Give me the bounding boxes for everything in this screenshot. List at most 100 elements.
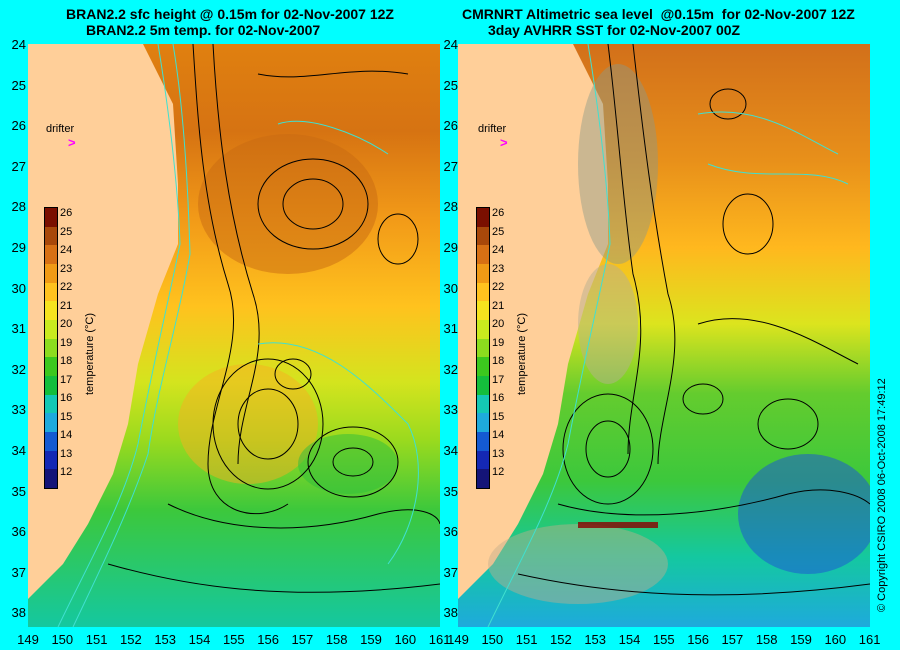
right-drifter-marker: > [500, 135, 508, 150]
right-colorbar-tick: 16 [492, 392, 505, 404]
right-x-tick-label: 159 [790, 632, 812, 647]
colorbar-swatch [477, 413, 489, 432]
left-x-tick-label: 158 [325, 632, 348, 647]
colorbar-swatch [477, 208, 489, 227]
left-y-tick-label: 30 [11, 280, 26, 296]
left-x-tick-label: 161 [428, 632, 451, 647]
colorbar-swatch [45, 375, 57, 395]
right-x-tick-label: 157 [721, 632, 744, 647]
colorbar-swatch [45, 226, 57, 246]
right-colorbar-tick: 21 [492, 299, 505, 312]
right-colorbar-tick: 19 [492, 336, 505, 349]
left-x-tick-label: 153 [154, 632, 177, 647]
colorbar-swatch [45, 263, 57, 283]
right-x-tick-label: 149 [447, 632, 469, 647]
mid-y-tick-label: 33 [443, 402, 458, 418]
left-colorbar-tick: 26 [60, 207, 73, 219]
left-y-tick-label: 34 [11, 443, 26, 458]
colorbar-swatch [477, 282, 489, 302]
left-colorbar-tick: 17 [60, 373, 73, 386]
right-x-tick-label: 154 [618, 632, 641, 647]
left-colorbar-tick: 22 [60, 281, 73, 293]
colorbar-swatch [477, 245, 489, 264]
left-colorbar-tick: 20 [60, 318, 73, 330]
colorbar-swatch [477, 450, 489, 470]
left-colorbar-tick: 18 [60, 355, 73, 367]
left-y-tick-label: 32 [11, 361, 26, 377]
left-y-tick-label: 31 [11, 321, 26, 337]
left-colorbar [44, 207, 58, 489]
left-x-tick-label: 157 [291, 632, 314, 647]
right-x-tick-label: 153 [584, 632, 607, 647]
right-drifter-label: drifter [478, 123, 507, 135]
mid-y-tick-label: 38 [443, 605, 458, 621]
left-colorbar-title: temperature (°C) [84, 312, 96, 395]
left-colorbar-tick: 16 [60, 392, 73, 404]
left-y-tick-label: 28 [11, 199, 26, 215]
left-drifter-label: drifter [46, 123, 75, 135]
left-x-tick-label: 150 [51, 632, 74, 647]
right-colorbar-tick: 18 [492, 355, 505, 367]
colorbar-swatch [477, 263, 489, 283]
left-y-tick-label: 33 [11, 402, 26, 418]
colorbar-swatch [477, 431, 489, 451]
mid-y-tick-label: 29 [443, 240, 458, 255]
copyright-text: © Copyright CSIRO 2008 06-Oct-2008 17:49… [876, 378, 888, 612]
colorbar-swatch [45, 208, 57, 227]
colorbar-swatch [477, 357, 489, 376]
right-x-tick-label: 150 [481, 632, 504, 647]
right-colorbar-tick: 26 [492, 207, 505, 219]
left-title-line2: BRAN2.2 5m temp. for 02-Nov-2007 [86, 22, 321, 38]
mid-y-tick-label: 34 [443, 443, 458, 458]
left-colorbar-tick: 19 [60, 336, 73, 349]
right-colorbar-tick: 24 [492, 244, 505, 256]
right-colorbar-tick: 13 [492, 447, 505, 460]
left-map-panel [28, 44, 440, 627]
left-colorbar-tick: 13 [60, 447, 73, 460]
right-colorbar-title: temperature (°C) [516, 312, 528, 395]
colorbar-swatch [477, 469, 489, 488]
colorbar-swatch [45, 394, 57, 414]
left-x-tick-label: 159 [360, 632, 382, 647]
mid-y-tick-label: 32 [443, 361, 458, 377]
right-colorbar-tick: 17 [492, 373, 505, 386]
colorbar-swatch [477, 301, 489, 320]
colorbar-swatch [477, 226, 489, 246]
left-title-line1: BRAN2.2 sfc height @ 0.15m for 02-Nov-20… [66, 6, 394, 22]
left-x-tick-label: 149 [17, 632, 39, 647]
right-colorbar-tick: 15 [492, 410, 505, 423]
left-colorbar-tick: 24 [60, 244, 73, 256]
mid-y-tick-label: 31 [443, 321, 458, 337]
colorbar-swatch [477, 319, 489, 339]
right-x-tick-label: 158 [755, 632, 778, 647]
colorbar-swatch [45, 431, 57, 451]
left-x-tick-label: 154 [188, 632, 211, 647]
colorbar-swatch [477, 375, 489, 395]
right-x-tick-label: 151 [515, 632, 538, 647]
colorbar-swatch [45, 469, 57, 488]
colorbar-swatch [45, 282, 57, 302]
right-map-panel [458, 44, 870, 627]
left-y-tick-label: 24 [11, 37, 26, 52]
left-x-tick-label: 152 [120, 632, 142, 647]
colorbar-swatch [45, 319, 57, 339]
right-colorbar-tick: 20 [492, 318, 505, 330]
colorbar-swatch [45, 357, 57, 376]
mid-y-tick-label: 28 [443, 199, 458, 215]
right-colorbar-tick: 23 [492, 262, 505, 275]
right-colorbar-tick: 25 [492, 225, 505, 238]
right-x-tick-label: 160 [824, 632, 847, 647]
colorbar-swatch [477, 338, 489, 358]
right-title-line1: CMRNRT Altimetric sea level @0.15m for 0… [462, 6, 855, 22]
left-y-tick-label: 36 [11, 524, 26, 540]
right-colorbar-tick: 12 [492, 466, 505, 478]
left-y-tick-label: 25 [11, 77, 26, 93]
mid-y-tick-label: 37 [443, 564, 458, 580]
mid-y-tick-label: 35 [443, 483, 458, 499]
left-colorbar-tick: 14 [60, 429, 73, 441]
right-x-tick-label: 156 [687, 632, 709, 647]
left-colorbar-tick: 15 [60, 410, 73, 423]
colorbar-swatch [45, 301, 57, 320]
right-colorbar [476, 207, 490, 489]
colorbar-swatch [45, 413, 57, 432]
